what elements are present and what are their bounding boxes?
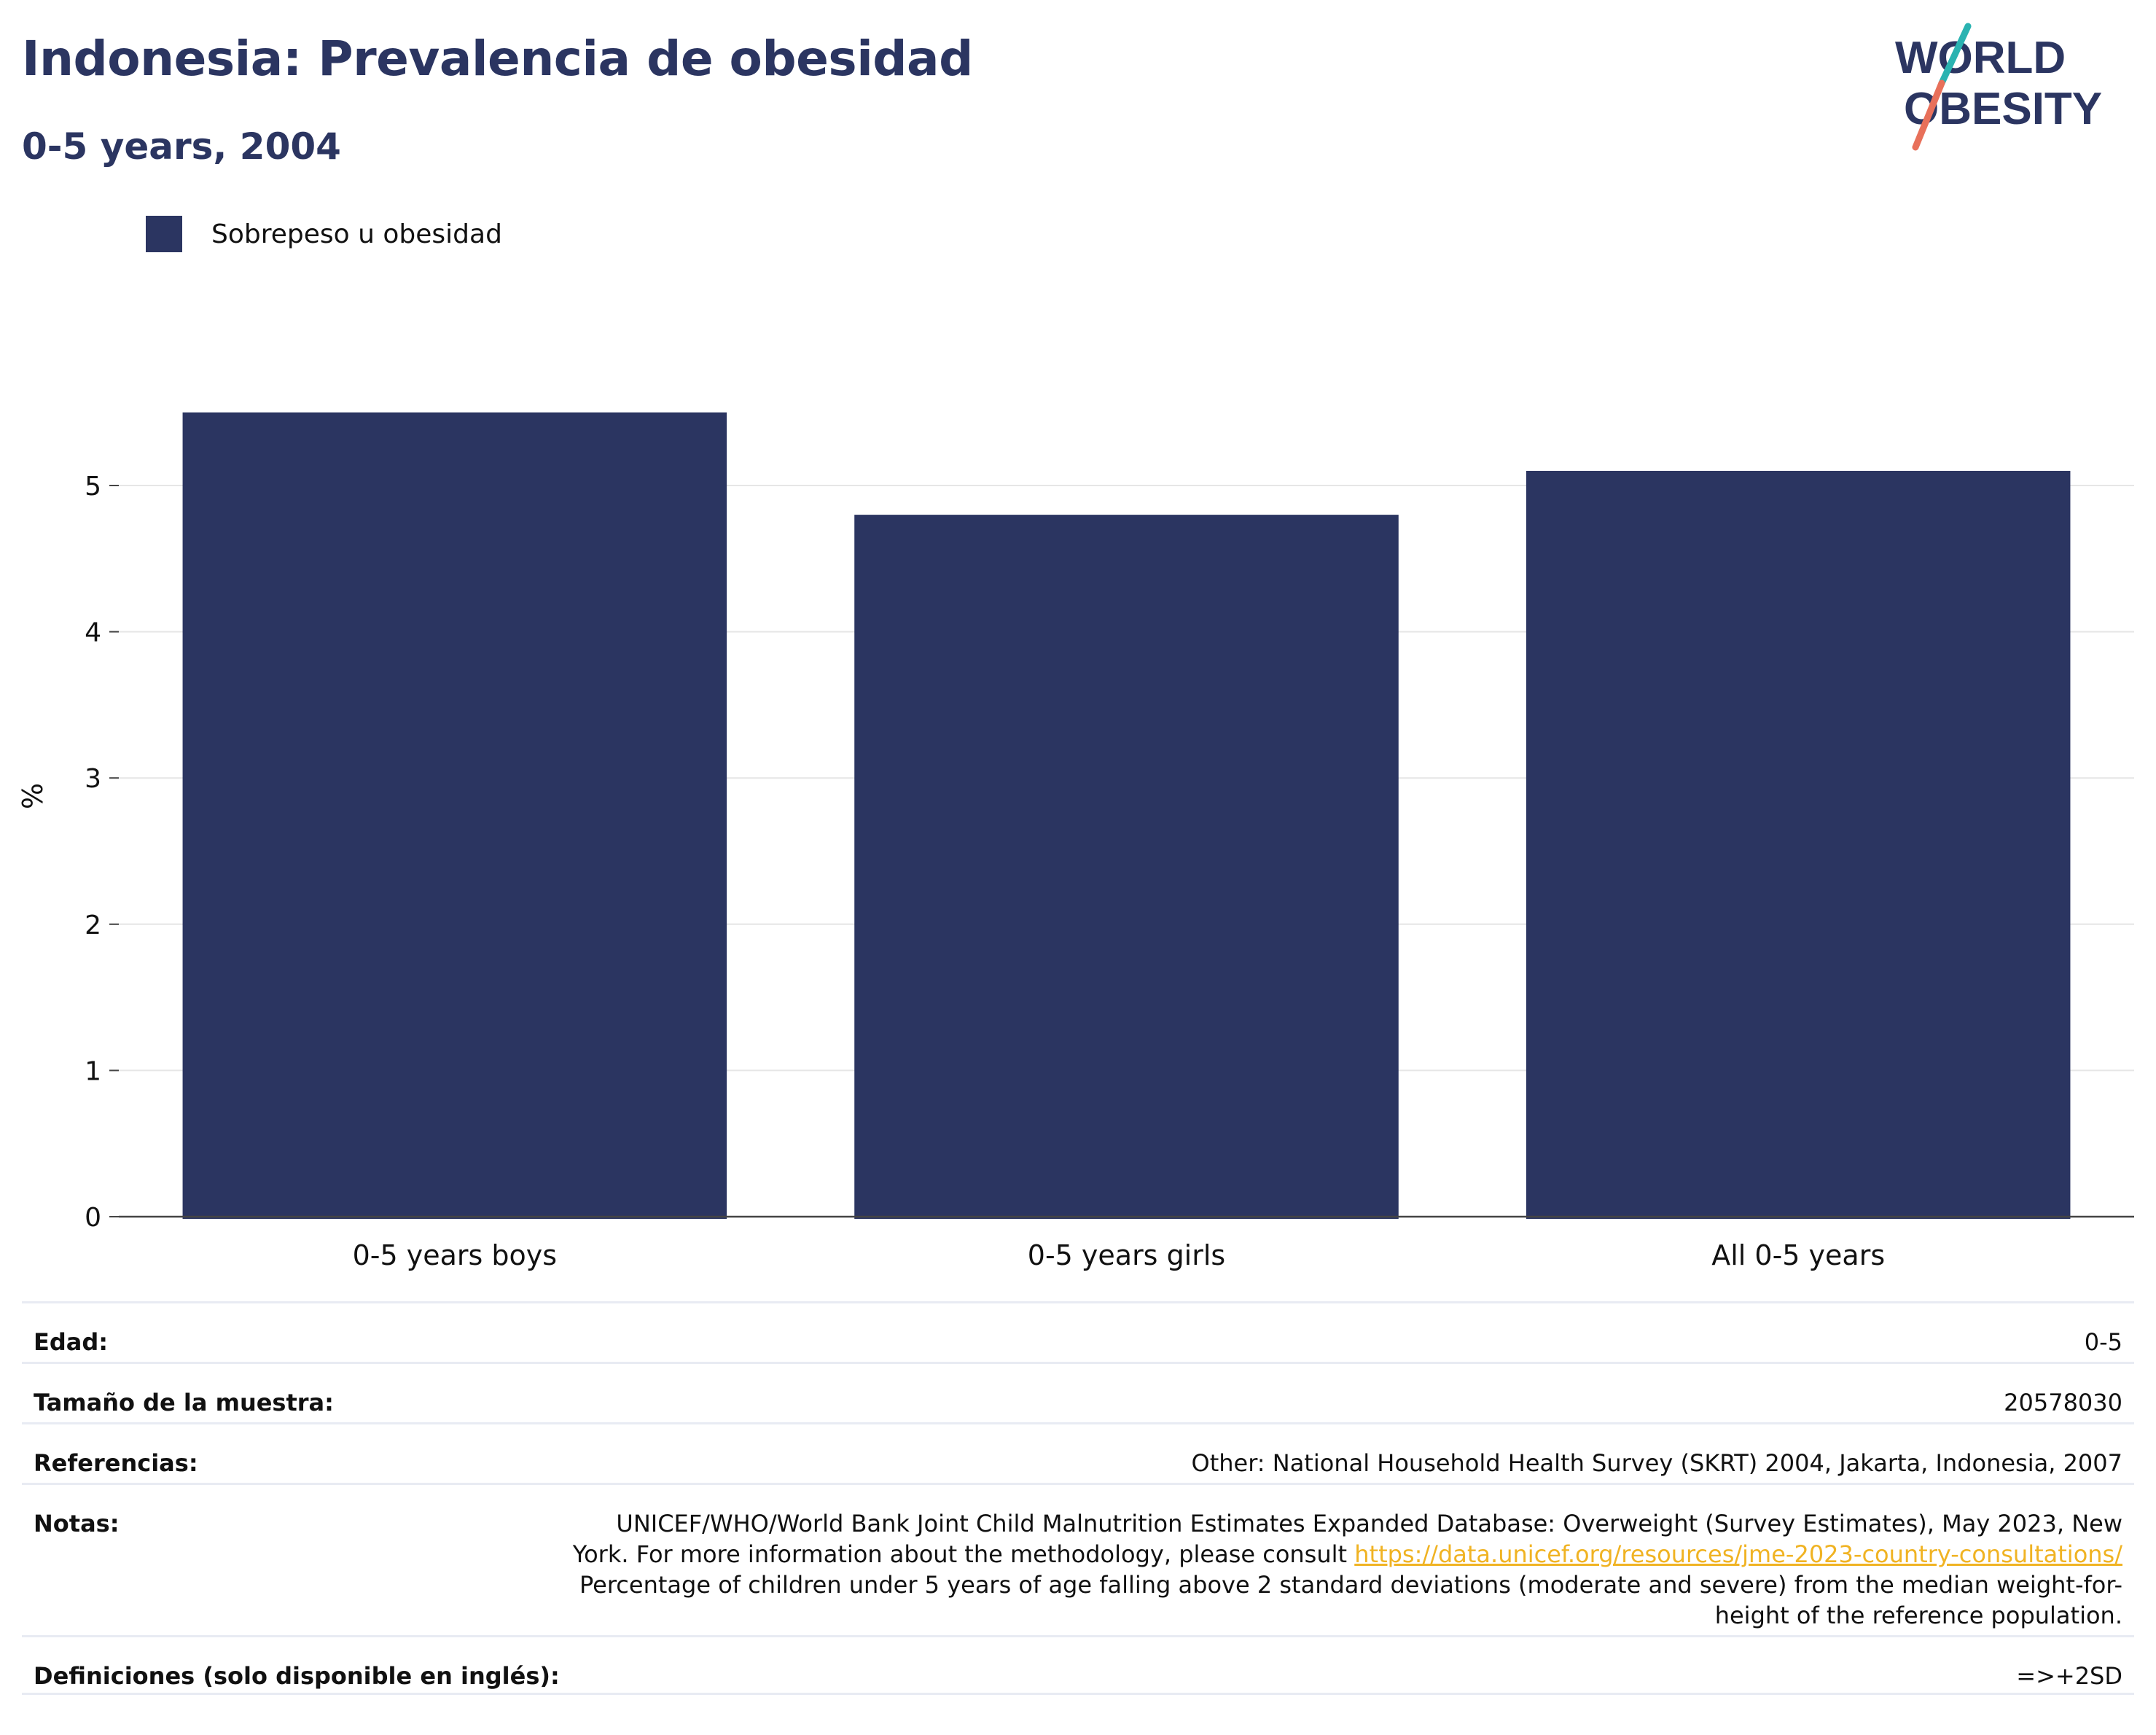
- y-tick-label: 5: [85, 472, 101, 502]
- info-row-sample-size: Tamaño de la muestra: 20578030: [22, 1362, 2134, 1422]
- legend[interactable]: Sobrepeso u obesidad: [146, 216, 502, 252]
- sample-size-value: 20578030: [2004, 1389, 2122, 1416]
- y-tick-label: 0: [85, 1203, 101, 1233]
- edad-label: Edad:: [34, 1328, 109, 1356]
- legend-swatch: [146, 216, 182, 252]
- logo-slash-bottom: [1912, 79, 1945, 151]
- edad-value: 0-5: [2084, 1328, 2122, 1356]
- world-obesity-logo: WORLD OBESITY: [1895, 23, 2102, 151]
- bars: [182, 412, 2071, 1220]
- y-tick-label: 3: [85, 764, 101, 794]
- bar-0: [182, 412, 727, 1220]
- info-row-references: Referencias: Other: National Household H…: [22, 1422, 2134, 1483]
- x-tick-labels: 0-5 years boys 0-5 years girls All 0-5 yea…: [353, 1239, 1886, 1271]
- notes-line2-prefix: York. For more information about the met…: [572, 1540, 1355, 1568]
- info-table: Edad: 0-5 Tamaño de la muestra: 20578030…: [22, 1301, 2134, 1695]
- info-row-notes: Notas: UNICEF/WHO/World Bank Joint Child…: [22, 1483, 2134, 1635]
- definitions-label: Definiciones (solo disponible en inglés)…: [34, 1662, 560, 1690]
- info-row-edad: Edad: 0-5: [22, 1301, 2134, 1362]
- sample-size-label: Tamaño de la muestra:: [34, 1389, 334, 1416]
- logo-slash-top: [1938, 23, 1972, 87]
- page-title: Indonesia: Prevalencia de obesidad: [22, 31, 973, 87]
- notes-label: Notas:: [34, 1510, 120, 1537]
- x-tick-label: All 0-5 years: [1711, 1239, 1885, 1271]
- notes-line1: UNICEF/WHO/World Bank Joint Child Malnut…: [616, 1510, 2122, 1537]
- x-tick-label: 0-5 years girls: [1028, 1239, 1225, 1271]
- x-tick-label: 0-5 years boys: [353, 1239, 557, 1271]
- y-tick-label: 1: [85, 1056, 101, 1086]
- definitions-value: =>+2SD: [2016, 1662, 2122, 1690]
- notes-value: UNICEF/WHO/World Bank Joint Child Malnut…: [573, 1508, 2122, 1631]
- bar-1: [854, 515, 1399, 1219]
- info-row-definitions: Definiciones (solo disponible en inglés)…: [22, 1635, 2134, 1695]
- y-tick-labels: 0 1 2 3 4 5: [85, 472, 119, 1233]
- legend-label: Sobrepeso u obesidad: [211, 219, 502, 249]
- bar-chart: 0 1 2 3 4 5 0-5 years boys 0-5 years girls All …: [17, 412, 2134, 1271]
- logo-line1: WORLD: [1895, 33, 2066, 83]
- y-axis-label: %: [17, 783, 49, 809]
- notes-line3: Percentage of children under 5 years of …: [579, 1571, 2122, 1599]
- methodology-link[interactable]: https://data.unicef.org/resources/jme-20…: [1354, 1540, 2122, 1568]
- bar-2: [1526, 470, 2071, 1220]
- references-label: Referencias:: [34, 1449, 198, 1477]
- y-tick-label: 4: [85, 618, 101, 648]
- references-value: Other: National Household Health Survey …: [1191, 1449, 2123, 1477]
- page-subtitle: 0-5 years, 2004: [22, 125, 341, 168]
- y-tick-label: 2: [85, 911, 101, 940]
- notes-line4: height of the reference population.: [1714, 1602, 2122, 1629]
